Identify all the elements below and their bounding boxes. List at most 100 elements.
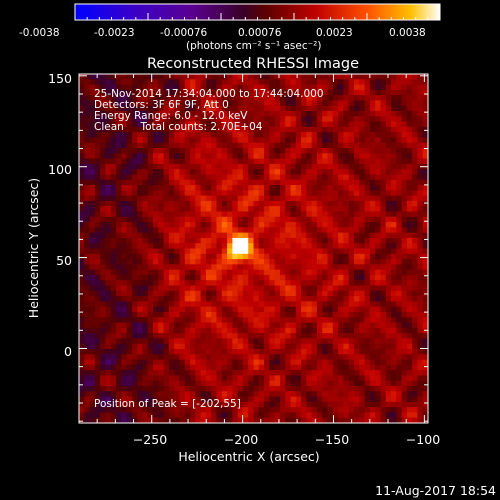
image-pixel xyxy=(401,359,408,366)
image-pixel xyxy=(279,79,286,86)
image-pixel xyxy=(248,89,255,96)
image-pixel xyxy=(110,248,117,255)
image-pixel xyxy=(338,163,344,170)
image-pixel xyxy=(89,169,96,176)
image-pixel xyxy=(79,169,85,176)
image-pixel xyxy=(190,280,196,287)
image-pixel xyxy=(274,274,281,281)
image-pixel xyxy=(179,111,186,117)
image-pixel xyxy=(105,158,112,165)
image-pixel xyxy=(137,296,144,302)
image-pixel xyxy=(401,158,408,165)
image-pixel xyxy=(232,200,239,207)
image-pixel xyxy=(390,311,397,318)
image-pixel xyxy=(100,285,107,292)
image-pixel xyxy=(248,95,255,102)
image-pixel xyxy=(163,274,170,281)
image-pixel xyxy=(375,370,382,377)
image-pixel xyxy=(279,148,286,154)
image-pixel xyxy=(359,375,366,382)
image-pixel xyxy=(343,190,350,197)
image-pixel xyxy=(190,269,196,276)
image-pixel xyxy=(264,290,270,297)
image-pixel xyxy=(179,375,186,382)
image-pixel xyxy=(396,354,403,361)
image-pixel xyxy=(163,322,170,329)
image-pixel xyxy=(158,227,165,234)
image-pixel xyxy=(279,84,286,91)
image-pixel xyxy=(110,380,117,387)
image-pixel xyxy=(401,121,408,128)
image-pixel xyxy=(179,417,186,423)
image-pixel xyxy=(332,179,339,186)
image-pixel xyxy=(359,327,366,334)
image-pixel xyxy=(153,417,159,423)
image-pixel xyxy=(232,169,239,176)
image-pixel xyxy=(232,306,239,313)
image-pixel xyxy=(369,253,376,260)
image-pixel xyxy=(306,132,313,139)
image-pixel xyxy=(242,338,249,345)
image-pixel xyxy=(211,211,218,218)
image-pixel xyxy=(295,216,302,223)
image-pixel xyxy=(332,412,339,419)
image-pixel xyxy=(380,348,387,355)
image-pixel xyxy=(269,148,276,154)
image-pixel xyxy=(174,253,181,260)
image-pixel xyxy=(316,396,323,403)
image-pixel xyxy=(359,301,366,308)
image-pixel xyxy=(248,174,255,181)
image-pixel xyxy=(184,105,191,112)
image-pixel xyxy=(200,111,207,117)
image-pixel xyxy=(242,100,249,107)
image-pixel xyxy=(285,269,292,276)
image-pixel xyxy=(269,296,276,302)
image-pixel xyxy=(322,121,329,128)
image-pixel xyxy=(348,359,355,366)
image-pixel xyxy=(332,163,339,170)
image-pixel xyxy=(121,359,128,366)
image-pixel xyxy=(242,253,249,260)
image-pixel xyxy=(221,407,228,414)
image-pixel xyxy=(401,111,408,117)
image-pixel xyxy=(406,391,413,398)
image-pixel xyxy=(369,396,376,403)
image-pixel xyxy=(211,84,218,91)
image-pixel xyxy=(359,359,366,366)
image-pixel xyxy=(274,322,281,329)
image-pixel xyxy=(290,185,297,191)
image-pixel xyxy=(348,259,355,265)
image-pixel xyxy=(163,190,170,197)
image-pixel xyxy=(269,111,276,117)
image-pixel xyxy=(121,111,128,117)
image-pixel xyxy=(79,274,85,281)
image-pixel xyxy=(359,348,366,355)
image-pixel xyxy=(184,301,191,308)
image-pixel xyxy=(359,227,366,234)
image-pixel xyxy=(137,153,144,160)
image-pixel xyxy=(200,190,207,197)
image-pixel xyxy=(406,126,413,133)
image-pixel xyxy=(359,163,366,170)
image-pixel xyxy=(126,74,133,80)
image-pixel xyxy=(126,206,133,213)
image-pixel xyxy=(390,148,397,154)
image-pixel xyxy=(116,348,122,355)
image-pixel xyxy=(290,274,297,281)
image-pixel xyxy=(174,269,181,276)
image-pixel xyxy=(174,348,181,355)
image-pixel xyxy=(375,290,382,297)
image-pixel xyxy=(343,105,350,112)
image-pixel xyxy=(390,153,397,160)
image-pixel xyxy=(147,248,154,255)
image-pixel xyxy=(168,206,175,213)
image-pixel xyxy=(353,280,360,287)
image-pixel xyxy=(390,185,397,191)
image-pixel xyxy=(279,185,286,191)
image-pixel xyxy=(417,100,424,107)
image-pixel xyxy=(279,243,286,250)
image-pixel xyxy=(322,333,329,339)
image-pixel xyxy=(385,253,392,260)
image-pixel xyxy=(147,158,154,165)
image-pixel xyxy=(401,380,408,387)
